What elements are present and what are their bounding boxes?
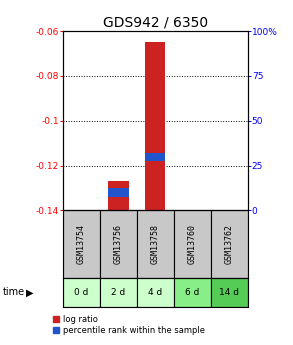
Bar: [63, 210, 100, 278]
Bar: [108, 181, 129, 210]
Text: GSM13760: GSM13760: [188, 224, 197, 264]
Bar: [174, 210, 211, 278]
Bar: [145, 42, 166, 210]
Bar: [211, 278, 248, 307]
Bar: [137, 278, 174, 307]
Bar: [137, 210, 174, 278]
Legend: log ratio, percentile rank within the sample: log ratio, percentile rank within the sa…: [52, 315, 205, 335]
Bar: [100, 278, 137, 307]
Text: GSM13758: GSM13758: [151, 224, 160, 264]
Bar: [63, 278, 100, 307]
Text: 6 d: 6 d: [185, 288, 200, 297]
Text: time: time: [3, 287, 25, 297]
Text: 2 d: 2 d: [111, 288, 125, 297]
Bar: [100, 210, 137, 278]
Text: 14 d: 14 d: [219, 288, 239, 297]
Text: GSM13762: GSM13762: [225, 224, 234, 264]
Text: 4 d: 4 d: [148, 288, 162, 297]
Bar: [211, 210, 248, 278]
Title: GDS942 / 6350: GDS942 / 6350: [103, 16, 208, 30]
Text: 0 d: 0 d: [74, 288, 89, 297]
Bar: [145, 152, 166, 161]
Bar: [174, 278, 211, 307]
Text: ▶: ▶: [25, 287, 33, 297]
Text: GSM13756: GSM13756: [114, 224, 123, 264]
Bar: [108, 188, 129, 197]
Text: GSM13754: GSM13754: [77, 224, 86, 264]
